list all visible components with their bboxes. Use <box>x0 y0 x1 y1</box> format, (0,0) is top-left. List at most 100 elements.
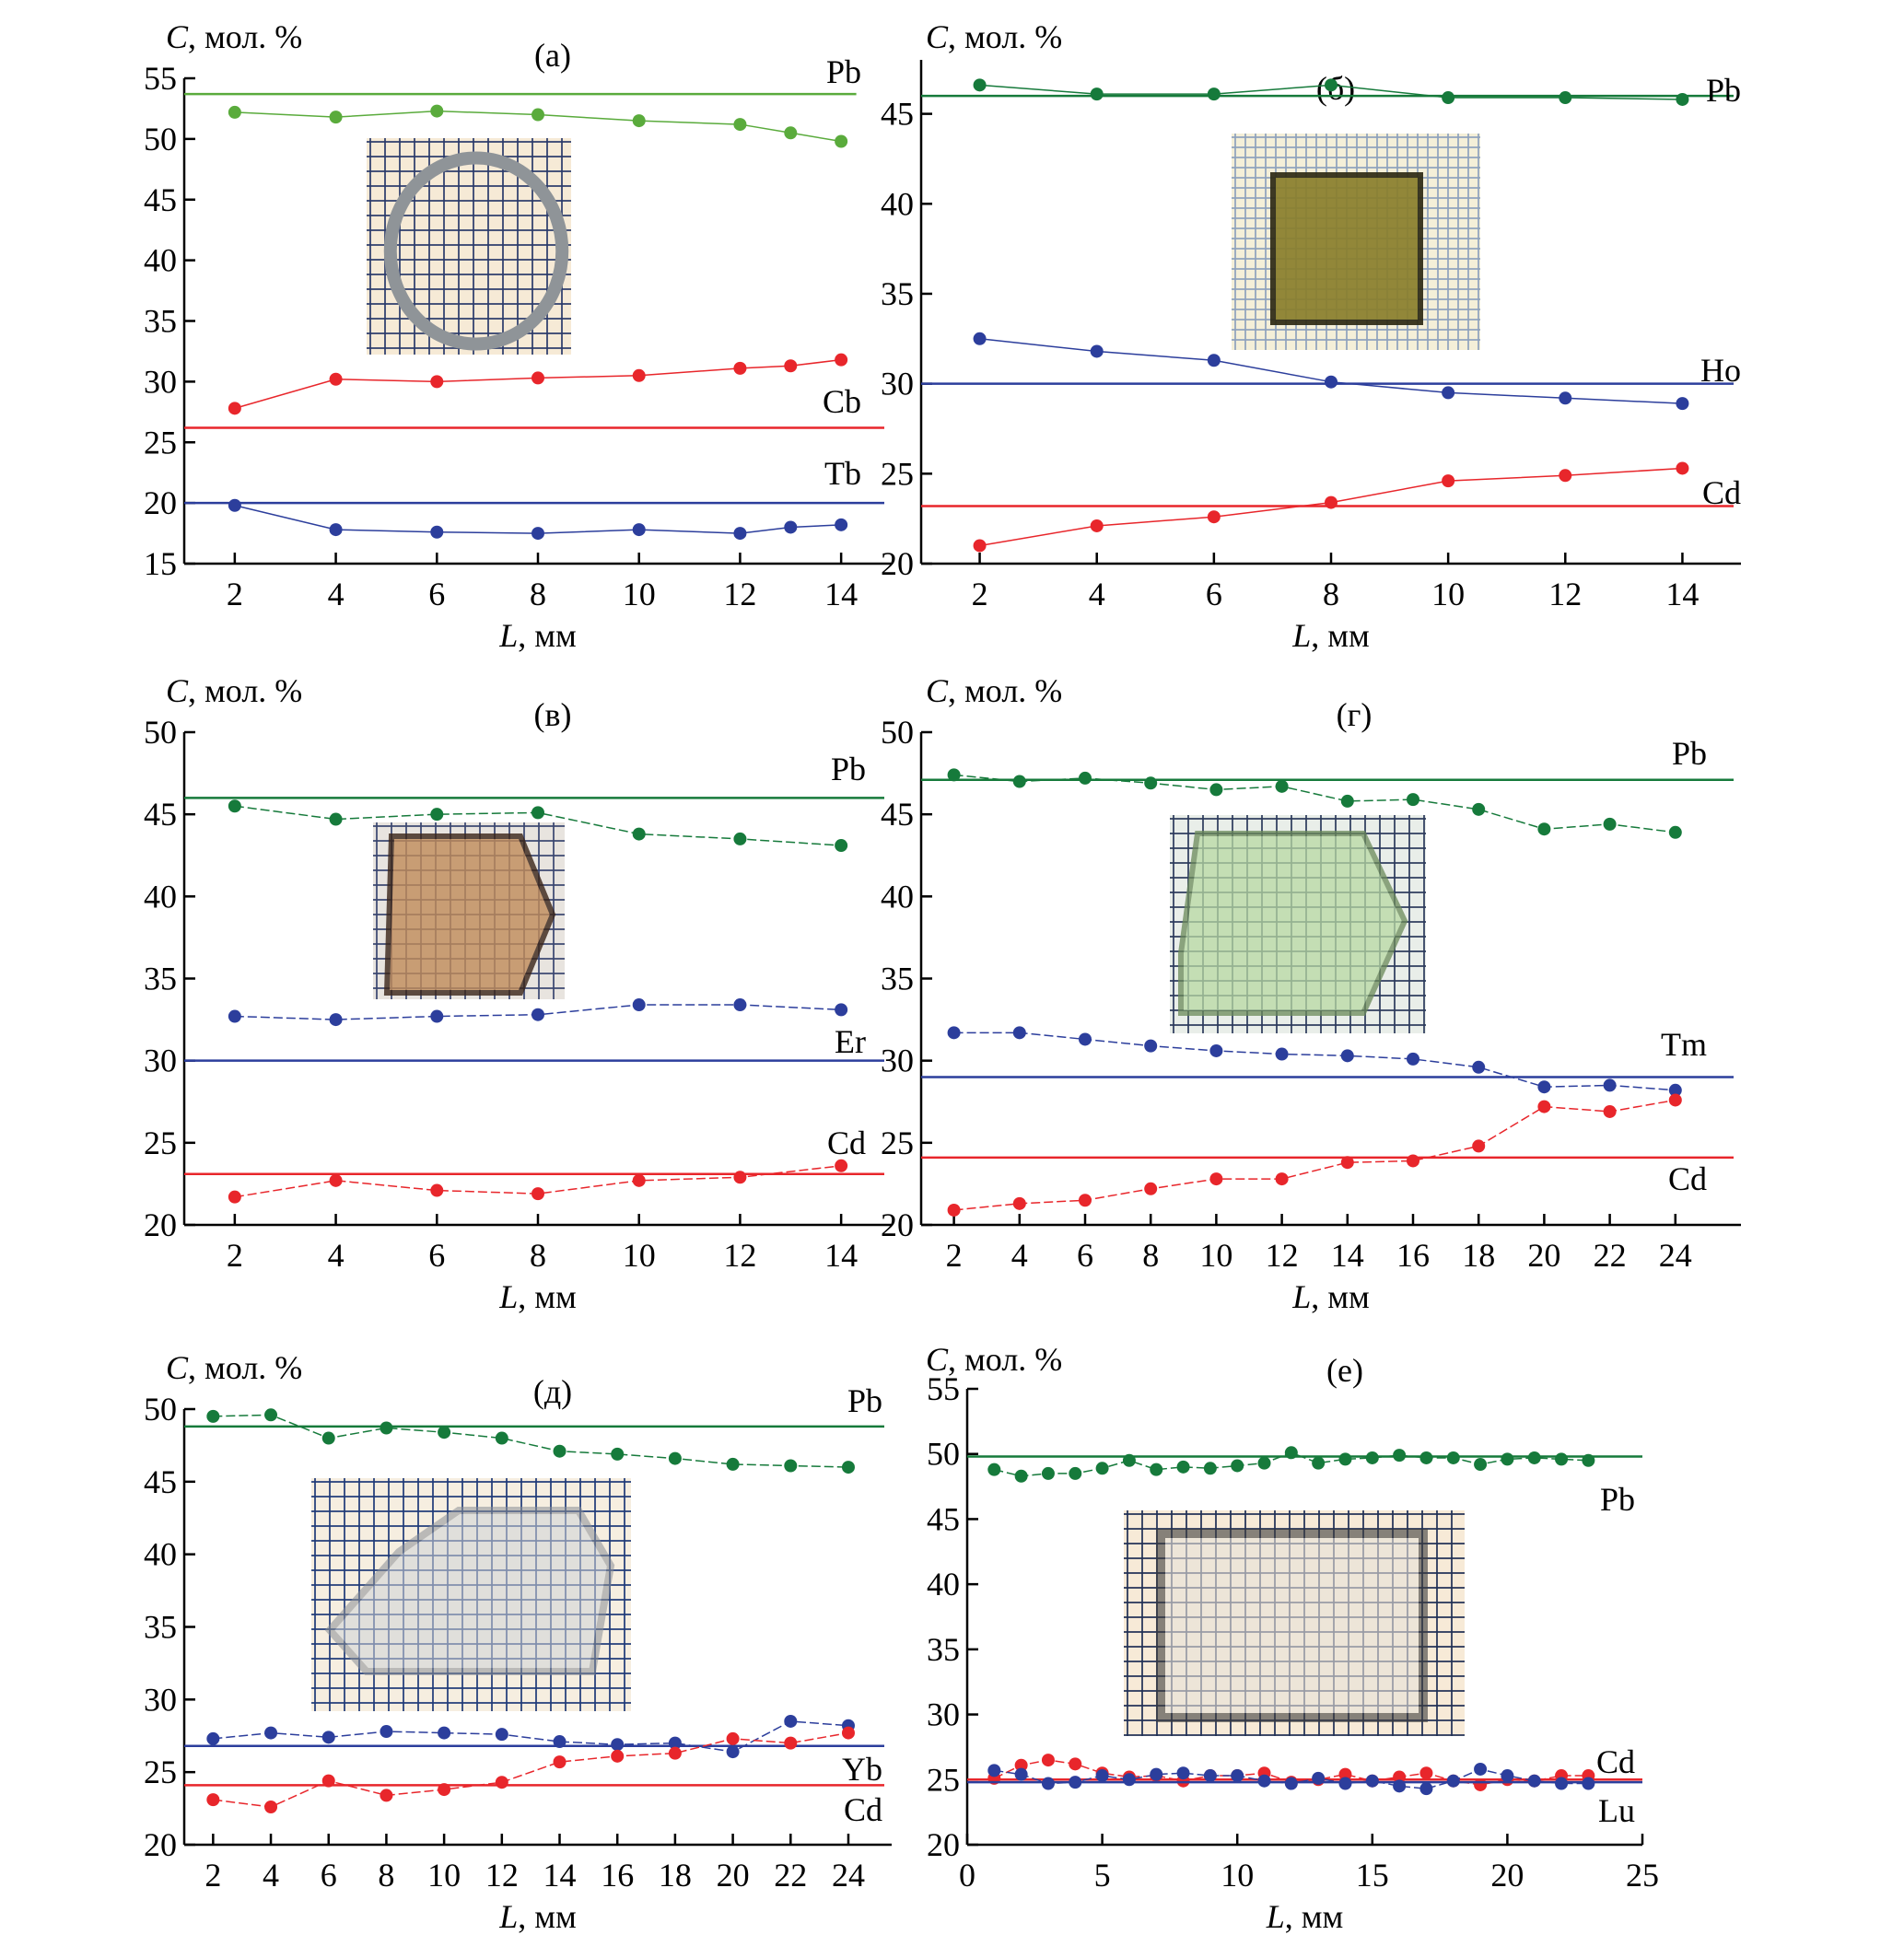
x-tick-label: 6 <box>1206 576 1222 612</box>
data-point <box>1668 1093 1682 1107</box>
data-point <box>1275 779 1289 793</box>
data-point <box>531 1008 544 1021</box>
x-tick-label: 14 <box>824 576 858 612</box>
data-point <box>228 402 241 415</box>
data-point <box>733 527 747 541</box>
data-point <box>1095 1462 1109 1475</box>
x-tick-label: 10 <box>1431 576 1465 612</box>
data-point <box>1393 1770 1407 1784</box>
data-point <box>430 1009 444 1023</box>
data-point <box>1144 1039 1158 1053</box>
x-tick-label: 25 <box>1626 1857 1659 1894</box>
data-point <box>1419 1782 1433 1796</box>
data-point <box>1207 87 1221 101</box>
x-tick-label: 8 <box>378 1857 394 1894</box>
series-pb: Pb <box>184 1382 884 1474</box>
x-axis-title: L, мм <box>498 1898 577 1935</box>
series-line-tb <box>234 505 842 534</box>
data-point <box>228 799 241 813</box>
element-label: Pb <box>1600 1481 1635 1518</box>
series-tb: Tb <box>184 455 884 541</box>
data-point <box>1442 386 1455 400</box>
data-point <box>228 1009 241 1023</box>
data-point <box>1446 1774 1460 1788</box>
data-point <box>1041 1754 1055 1767</box>
data-point <box>1079 771 1092 785</box>
data-point <box>1537 1100 1551 1113</box>
data-point <box>531 1187 544 1201</box>
data-point <box>1079 1194 1092 1207</box>
series-pb: Pb <box>184 53 861 148</box>
data-point <box>495 1431 508 1445</box>
y-tick-label: 15 <box>144 545 177 582</box>
data-point <box>1231 1459 1244 1473</box>
y-axis-title: C, мол. % <box>926 672 1062 709</box>
series-er: Er <box>184 998 884 1062</box>
data-point <box>430 375 444 389</box>
data-point <box>264 1801 278 1814</box>
chart-panel-a: C, мол. % (а) 15 20 25 30 35 40 45 50 55 2 4 6 8 10 12 14… <box>144 18 892 654</box>
x-tick-label: 8 <box>530 576 546 612</box>
x-tick-label: 14 <box>1331 1237 1364 1274</box>
x-tick-label: 24 <box>832 1857 865 1894</box>
x-tick-label: 10 <box>623 576 656 612</box>
y-tick-label: 25 <box>881 455 914 492</box>
data-point <box>1537 822 1551 836</box>
x-tick-label: 12 <box>1548 576 1582 612</box>
data-point <box>264 1408 278 1422</box>
y-tick-label: 20 <box>144 1206 177 1243</box>
data-point <box>947 768 961 782</box>
data-point <box>784 1736 798 1750</box>
y-tick-label: 55 <box>144 60 177 97</box>
data-point <box>987 1764 1001 1777</box>
data-point <box>228 1190 241 1204</box>
element-label: Cd <box>1596 1743 1635 1780</box>
data-point <box>1069 1757 1082 1771</box>
y-tick-label: 45 <box>144 796 177 833</box>
y-tick-label: 20 <box>144 484 177 521</box>
data-point <box>1095 1769 1109 1783</box>
y-tick-label: 30 <box>144 1043 177 1079</box>
data-point <box>438 1783 451 1797</box>
series-tm: Tm <box>921 1026 1734 1097</box>
x-axis-title: L, мм <box>498 617 577 654</box>
y-tick-label: 45 <box>144 181 177 218</box>
data-point <box>430 104 444 118</box>
data-point <box>264 1726 278 1740</box>
data-point <box>321 1431 335 1445</box>
data-point <box>1176 1460 1190 1474</box>
x-tick-label: 4 <box>1011 1237 1028 1274</box>
x-tick-label: 14 <box>1665 576 1699 612</box>
series-ho: Ho <box>921 332 1741 411</box>
data-point <box>1257 1774 1271 1788</box>
series-line-pb <box>953 774 1676 833</box>
inset-crystal <box>383 151 569 351</box>
data-point <box>1407 1154 1419 1168</box>
data-point <box>1393 1449 1407 1463</box>
data-point <box>329 1013 343 1027</box>
data-point <box>495 1728 508 1742</box>
x-tick-label: 22 <box>774 1857 807 1894</box>
data-point <box>1012 1196 1026 1210</box>
y-axis-title: C, мол. % <box>166 18 302 55</box>
series-line-yb <box>213 1720 849 1753</box>
data-point <box>1472 802 1486 816</box>
data-point <box>1144 776 1158 790</box>
y-tick-label: 30 <box>881 1043 914 1079</box>
data-point <box>1284 1446 1298 1460</box>
x-tick-label: 10 <box>427 1857 461 1894</box>
x-axis-title: L, мм <box>1266 1898 1344 1935</box>
data-point <box>1207 354 1221 367</box>
data-point <box>1090 519 1104 532</box>
data-point <box>1207 510 1221 524</box>
element-label: Yb <box>842 1751 882 1788</box>
data-point <box>1555 1452 1569 1466</box>
data-point <box>1150 1767 1163 1781</box>
panel-label: (д) <box>533 1373 572 1410</box>
data-point <box>1537 1080 1551 1094</box>
x-axis-title: L, мм <box>1291 1278 1370 1315</box>
x-tick-label: 2 <box>204 1857 221 1894</box>
data-point <box>1559 391 1572 405</box>
data-point <box>784 520 798 534</box>
